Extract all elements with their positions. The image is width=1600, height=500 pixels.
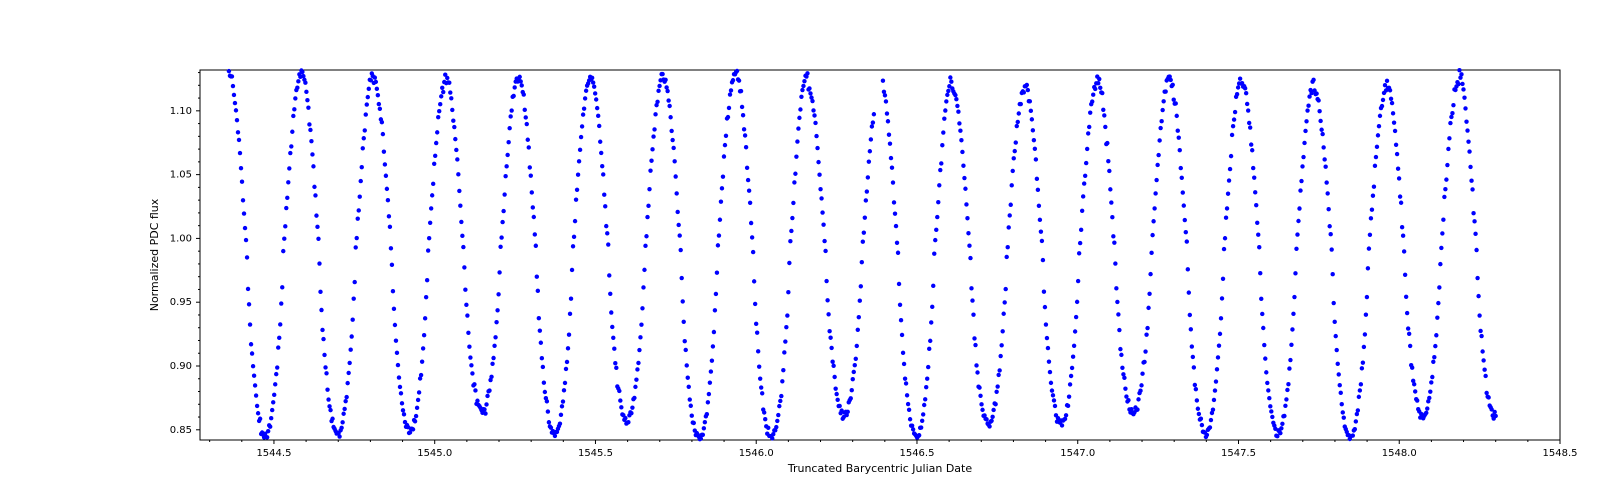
x-axis-label: Truncated Barycentric Julian Date [787,462,973,475]
svg-text:1544.5: 1544.5 [256,448,291,459]
lightcurve-chart: 1544.5 1545.0 1545.5 1546.0 1546.5 1547.0 1547… [0,0,1600,500]
svg-text:1547.0: 1547.0 [1060,448,1095,459]
svg-text:1545.5: 1545.5 [578,448,613,459]
svg-text:0.90: 0.90 [170,361,192,372]
svg-text:0.85: 0.85 [170,425,192,436]
data-points [227,68,1498,441]
svg-text:1548.5: 1548.5 [1543,448,1578,459]
svg-text:1546.5: 1546.5 [899,448,934,459]
svg-text:1.05: 1.05 [170,170,192,181]
svg-text:1548.0: 1548.0 [1382,448,1417,459]
svg-text:1547.5: 1547.5 [1221,448,1256,459]
y-axis-label: Normalized PDC flux [148,198,161,311]
chart-svg: 1544.5 1545.0 1545.5 1546.0 1546.5 1547.0 1547… [0,0,1600,500]
svg-text:0.95: 0.95 [170,297,192,308]
svg-text:1.10: 1.10 [170,106,192,117]
svg-text:1546.0: 1546.0 [739,448,774,459]
svg-text:1.00: 1.00 [170,233,192,244]
svg-text:1545.0: 1545.0 [417,448,452,459]
